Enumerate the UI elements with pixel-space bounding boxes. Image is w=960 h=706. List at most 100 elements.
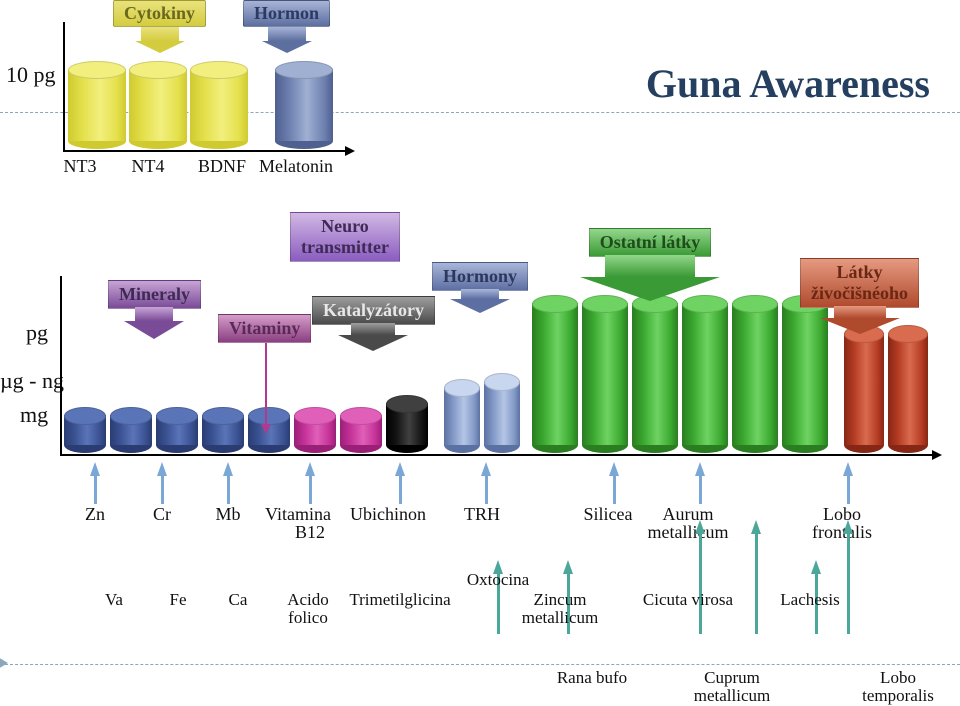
substance-label: Oxtocina (467, 570, 529, 590)
chart-bar (64, 407, 106, 453)
arrow-up-icon (223, 462, 233, 504)
substance-label: temporalis (862, 686, 934, 706)
arrow-right-icon (345, 146, 355, 156)
chart-bar (294, 407, 336, 453)
chart-bar (110, 407, 152, 453)
axis-label-10pg: 10 pg (6, 62, 56, 88)
chart-bar (444, 379, 480, 453)
chart-bar (156, 407, 198, 453)
chart-bar (68, 61, 126, 149)
substance-label: frontalis (812, 522, 872, 543)
pointer-line (265, 343, 267, 433)
arrow-up-icon (695, 462, 705, 504)
substance-label: Ca (229, 590, 248, 610)
arrow-up-icon (751, 520, 761, 634)
y-axis (60, 276, 62, 456)
tag-label: Hormon (243, 0, 330, 27)
axis-label-pg: pg (26, 320, 48, 346)
chart-bar (275, 61, 333, 149)
chart-bar (732, 295, 778, 453)
substance-label: Cuprum (704, 668, 760, 688)
arrow-up-icon (305, 462, 315, 504)
page-title: Guna Awareness (646, 60, 930, 107)
arrow-down-icon (135, 27, 185, 53)
tag-label: Neurotransmitter (290, 212, 400, 262)
category-tag: Hormony (432, 262, 528, 313)
arrow-up-icon (157, 462, 167, 504)
tag-label: Mineraly (108, 280, 201, 309)
substance-label: Va (105, 590, 123, 610)
chart-bar (632, 295, 678, 453)
axis-label-ug: µg - ng (0, 368, 64, 394)
arrow-down-icon (124, 307, 184, 339)
category-tag: Cytokiny (113, 0, 206, 53)
substance-label: B12 (295, 522, 325, 543)
category-tag: Vitaminy (218, 314, 311, 343)
chart-bar (582, 295, 628, 453)
substance-label: Zn (85, 504, 105, 525)
arrow-up-icon (843, 462, 853, 504)
category-tag: Neurotransmitter (290, 212, 400, 262)
substance-label: Acido (287, 590, 329, 610)
arrow-up-icon (481, 462, 491, 504)
chart-bar (682, 295, 728, 453)
y-axis (63, 22, 65, 152)
arrow-up-icon (90, 462, 100, 504)
substance-label: Fe (170, 590, 187, 610)
substance-label: metallicum (694, 686, 770, 706)
chart-bar (190, 61, 248, 149)
arrow-up-icon (395, 462, 405, 504)
substance-label: Mb (215, 504, 240, 525)
category-tag: Katalyzátory (312, 296, 435, 351)
tag-label: Hormony (432, 262, 528, 291)
substance-label: folico (288, 608, 328, 628)
substance-label: TRH (464, 504, 500, 525)
tag-label: Ostatní látky (589, 228, 712, 257)
axis-tick-label: BDNF (198, 156, 246, 177)
arrow-up-icon (609, 462, 619, 504)
substance-label: metallicum (522, 608, 598, 628)
substance-label: Lachesis (780, 590, 839, 610)
axis-tick-label: NT3 (64, 156, 97, 177)
chart-bar (844, 325, 884, 453)
arrow-down-icon (820, 306, 900, 334)
substance-label: metallicum (648, 522, 729, 543)
arrow-down-icon (338, 323, 408, 351)
tag-label: Cytokiny (113, 0, 206, 27)
chart-bar (386, 395, 428, 453)
axis-label-mg: mg (20, 402, 48, 428)
chart-bar (129, 61, 187, 149)
substance-label: Cr (153, 504, 171, 525)
chart-bar (888, 325, 928, 453)
chart-bar (340, 407, 382, 453)
chart-bar (484, 373, 520, 453)
chevron-right-icon (0, 657, 8, 669)
arrow-down-icon (580, 255, 720, 301)
arrow-up-icon (695, 520, 705, 634)
x-axis (60, 454, 940, 456)
divider-bottom (0, 664, 960, 665)
chart-bar (532, 295, 578, 453)
category-tag: Mineraly (108, 280, 201, 339)
tag-label: Látkyživočišnéoho (800, 258, 919, 308)
substance-label: Silicea (584, 504, 633, 525)
axis-tick-label: Melatonin (259, 156, 333, 177)
chart-bar (202, 407, 244, 453)
axis-tick-label: NT4 (132, 156, 165, 177)
tag-label: Katalyzátory (312, 296, 435, 325)
substance-label: Trimetilglicina (349, 590, 450, 610)
substance-label: Rana bufo (557, 668, 627, 688)
arrow-right-icon (932, 450, 942, 460)
tag-label: Vitaminy (218, 314, 311, 343)
substance-label: Lobo (880, 668, 916, 688)
category-tag: Látkyživočišnéoho (800, 258, 919, 334)
substance-label: Zincum (534, 590, 587, 610)
substance-label: Cicuta virosa (643, 590, 733, 610)
arrow-down-icon (450, 289, 510, 313)
category-tag: Ostatní látky (580, 228, 720, 301)
substance-label: Ubichinon (350, 504, 426, 525)
x-axis (63, 150, 353, 152)
arrow-down-icon (262, 27, 312, 53)
arrow-up-icon (843, 520, 853, 634)
category-tag: Hormon (243, 0, 330, 53)
